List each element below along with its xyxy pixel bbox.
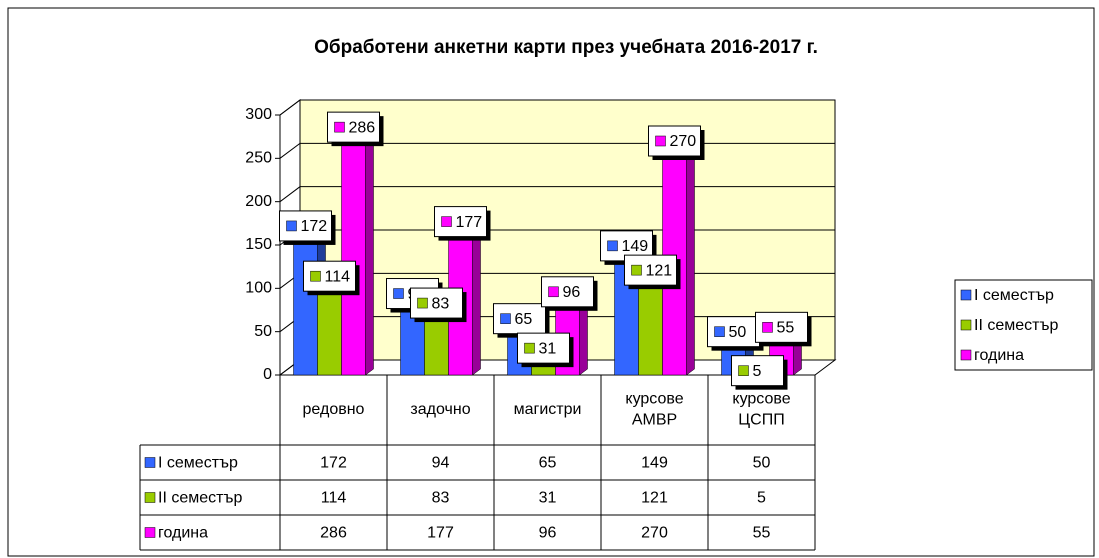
y-tick-label: 50 [254,323,272,340]
x-tick-label: курсове АМВР [625,391,683,429]
table-cell: 55 [753,525,771,542]
table-cell: 5 [757,490,766,507]
value-label: 286 [349,119,376,136]
legend-label: II семестър [974,317,1058,334]
value-label: 270 [670,133,697,150]
bar-front [341,126,366,376]
table-cell: 172 [320,455,347,472]
table-cell: 286 [320,525,347,542]
table-row-label: I семестър [158,455,238,472]
label-key [655,135,666,147]
x-tick-label: редовно [303,401,365,418]
label-key [631,264,642,276]
legend-box [954,279,1093,371]
value-label: 50 [729,324,747,341]
legend-key [960,289,972,301]
label-key [393,288,404,299]
legend-key [960,349,972,361]
value-label: 121 [646,262,673,279]
table-key [144,492,156,503]
bar-front [293,225,318,376]
table-cell: 149 [641,455,668,472]
chart-title: Обработени анкетни карти през учебната 2… [314,37,818,58]
label-key [524,342,535,354]
table-row-label: II семестър [158,490,242,507]
x-tick-label: магистри [514,401,582,418]
label-key [607,240,618,252]
table-cell: 96 [539,525,557,542]
y-tick-label: 150 [245,236,272,253]
value-label: 65 [515,311,533,328]
table-cell: 114 [321,490,347,507]
label-key [286,220,297,232]
bar-side [686,134,695,376]
table-cell: 31 [539,490,557,507]
value-label: 177 [456,214,483,231]
y-tick-label: 0 [263,366,272,383]
label-key [738,365,749,376]
table-cell: 65 [539,455,557,472]
x-tick-label: курсове ЦСПП [732,391,790,429]
legend-label: I семестър [974,287,1054,304]
value-label: 55 [777,320,795,337]
y-tick-label: 300 [245,106,272,123]
y-tick-label: 200 [245,193,272,210]
value-label: 114 [325,268,351,285]
label-key [714,326,725,337]
bar [340,120,375,376]
table-row-label: година [158,525,208,542]
label-key [310,270,321,282]
label-key [548,286,559,298]
grid-line [279,186,835,203]
table-cell: 94 [432,455,450,472]
label-key [441,216,452,227]
value-label: 96 [563,284,581,301]
label-key [334,121,345,133]
table-cell: 50 [753,455,771,472]
legend-label: година [974,347,1024,364]
y-tick-label: 250 [245,150,272,167]
value-label: 5 [753,363,762,380]
label-key [417,297,428,309]
legend-key [960,319,972,331]
table-cell: 83 [432,490,450,507]
label-key [500,313,511,324]
label-key [762,322,773,333]
table-cell: 270 [641,525,668,542]
value-label: 149 [622,238,649,255]
value-label: 172 [301,218,328,235]
table-key [144,457,156,468]
y-tick-label: 100 [245,280,272,297]
value-label: 83 [432,295,450,312]
grid-line [279,99,835,116]
table-key [144,527,156,538]
value-label: 31 [539,340,557,357]
table-cell: 177 [427,525,454,542]
table-cell: 121 [641,490,668,507]
x-tick-label: задочно [410,401,470,418]
bar-side [365,120,374,376]
